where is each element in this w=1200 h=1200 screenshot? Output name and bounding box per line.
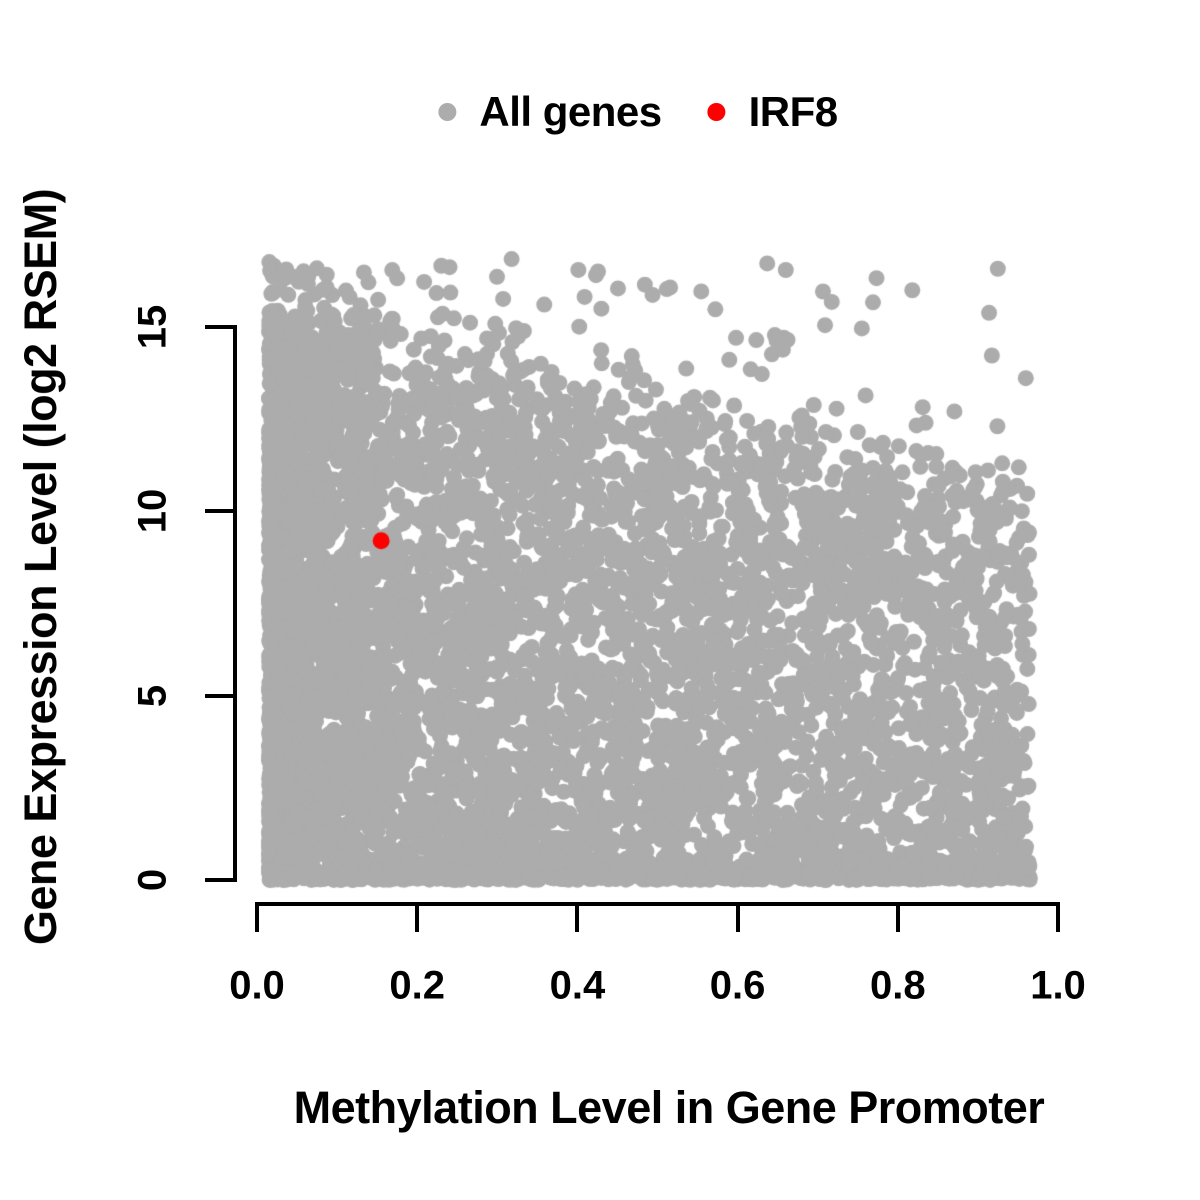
x-tick-label: 0.8 — [869, 963, 926, 1008]
x-axis-tick — [1056, 902, 1060, 932]
x-axis-tick — [415, 902, 420, 932]
legend-label-irf8: IRF8 — [748, 88, 839, 135]
x-tick-label: 0.6 — [709, 963, 766, 1008]
all-genes-marker-icon — [438, 103, 457, 121]
irf8-marker-icon — [707, 103, 726, 121]
x-axis-line — [255, 902, 1060, 906]
x-axis-title: Methylation Level in Gene Promoter — [293, 1082, 1045, 1133]
x-axis-tick — [895, 902, 900, 932]
x-tick-label: 0.2 — [389, 963, 445, 1008]
y-tick-label: 10 — [130, 489, 175, 534]
y-axis-title: Gene Expression Level (log2 RSEM) — [15, 188, 66, 946]
x-axis-tick — [735, 902, 740, 932]
x-tick-label: 0.4 — [549, 963, 606, 1008]
y-axis-line — [233, 325, 237, 882]
y-tick-label: 0 — [130, 868, 175, 892]
y-tick-label: 5 — [130, 684, 175, 707]
y-axis-tick — [205, 325, 235, 329]
y-axis-tick — [205, 878, 235, 882]
x-axis-tick — [575, 902, 580, 932]
legend-item-irf8: IRF8 — [707, 88, 839, 136]
y-axis-tick — [205, 509, 235, 514]
x-axis-tick — [255, 902, 259, 932]
y-axis-tick — [205, 693, 235, 698]
legend-label-all-genes: All genes — [479, 88, 662, 135]
legend: All genes IRF8 — [438, 88, 839, 136]
x-tick-label: 1.0 — [1030, 963, 1086, 1008]
y-tick-label: 15 — [130, 304, 175, 350]
x-tick-label: 0.0 — [229, 963, 285, 1008]
legend-item-all-genes: All genes — [438, 88, 662, 136]
